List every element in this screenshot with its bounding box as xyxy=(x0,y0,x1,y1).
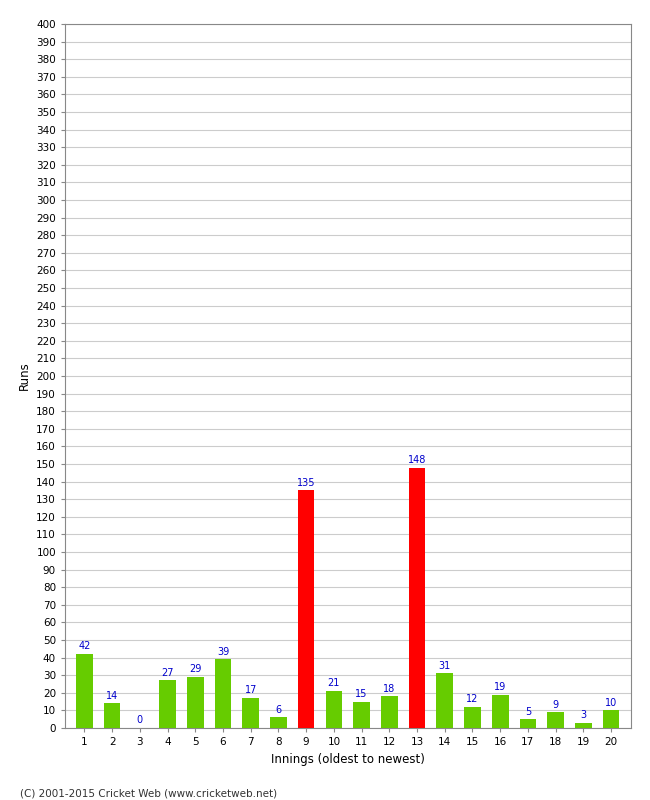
Bar xyxy=(547,712,564,728)
Bar xyxy=(214,659,231,728)
Bar xyxy=(76,654,93,728)
Bar xyxy=(436,674,453,728)
Bar xyxy=(298,490,315,728)
Text: 3: 3 xyxy=(580,710,586,720)
Text: 42: 42 xyxy=(78,642,90,651)
Text: 0: 0 xyxy=(136,715,143,726)
Text: 10: 10 xyxy=(605,698,617,708)
Text: 14: 14 xyxy=(106,690,118,701)
Bar xyxy=(603,710,619,728)
Text: 17: 17 xyxy=(244,686,257,695)
Text: 5: 5 xyxy=(525,706,531,717)
Bar xyxy=(464,707,481,728)
Text: 27: 27 xyxy=(161,668,174,678)
Bar xyxy=(159,681,176,728)
Text: (C) 2001-2015 Cricket Web (www.cricketweb.net): (C) 2001-2015 Cricket Web (www.cricketwe… xyxy=(20,788,277,798)
Bar xyxy=(270,718,287,728)
Text: 12: 12 xyxy=(466,694,478,704)
X-axis label: Innings (oldest to newest): Innings (oldest to newest) xyxy=(271,753,424,766)
Text: 31: 31 xyxy=(439,661,451,670)
Bar xyxy=(519,719,536,728)
Bar xyxy=(242,698,259,728)
Text: 29: 29 xyxy=(189,664,202,674)
Bar xyxy=(492,694,508,728)
Text: 21: 21 xyxy=(328,678,340,688)
Bar xyxy=(104,703,120,728)
Bar xyxy=(354,702,370,728)
Text: 6: 6 xyxy=(276,705,281,715)
Bar xyxy=(326,691,342,728)
Text: 18: 18 xyxy=(384,684,395,694)
Text: 39: 39 xyxy=(217,646,229,657)
Y-axis label: Runs: Runs xyxy=(18,362,31,390)
Bar xyxy=(409,467,425,728)
Bar xyxy=(187,677,203,728)
Text: 15: 15 xyxy=(356,689,368,699)
Text: 9: 9 xyxy=(552,699,559,710)
Text: 148: 148 xyxy=(408,455,426,465)
Bar xyxy=(381,696,398,728)
Text: 135: 135 xyxy=(297,478,315,488)
Bar xyxy=(575,722,592,728)
Text: 19: 19 xyxy=(494,682,506,692)
